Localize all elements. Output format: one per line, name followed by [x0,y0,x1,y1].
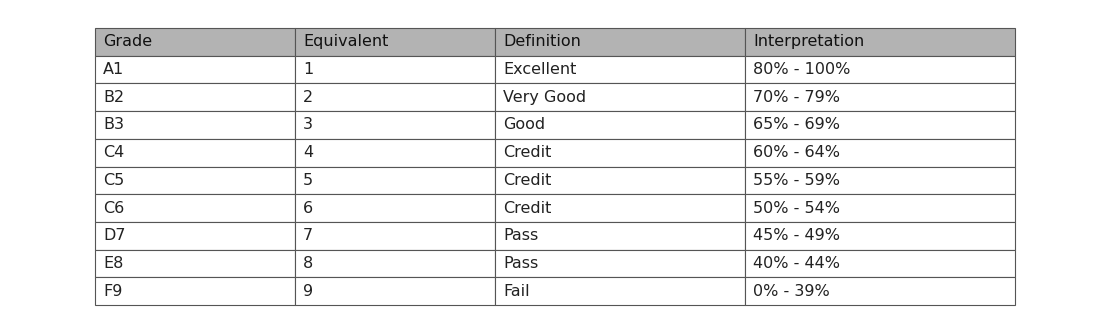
Bar [295,166,495,194]
Text: Grade: Grade [103,34,152,49]
Bar [745,194,1015,222]
Bar [495,139,745,166]
Text: A1: A1 [103,62,124,77]
Text: Credit: Credit [503,201,551,215]
Bar [95,222,295,250]
Text: Credit: Credit [503,173,551,188]
Text: 55% - 59%: 55% - 59% [753,173,840,188]
Text: 9: 9 [304,284,314,299]
Bar [495,166,745,194]
Bar [745,222,1015,250]
Bar [745,28,1015,56]
Bar [95,83,295,111]
Bar [95,277,295,305]
Text: 80% - 100%: 80% - 100% [753,62,850,77]
Text: 1: 1 [304,62,314,77]
Text: Pass: Pass [503,228,539,243]
Bar [495,277,745,305]
Text: Very Good: Very Good [503,90,586,105]
Text: 40% - 44%: 40% - 44% [753,256,840,271]
Bar [745,83,1015,111]
Text: D7: D7 [103,228,125,243]
Text: C4: C4 [103,145,124,160]
Bar [295,83,495,111]
Text: 70% - 79%: 70% - 79% [753,90,840,105]
Bar [745,111,1015,139]
Text: 7: 7 [304,228,314,243]
Bar [95,166,295,194]
Text: Credit: Credit [503,145,551,160]
Bar [295,28,495,56]
Text: F9: F9 [103,284,122,299]
Bar [745,139,1015,166]
Text: Fail: Fail [503,284,530,299]
Text: Equivalent: Equivalent [304,34,389,49]
Text: B2: B2 [103,90,124,105]
Bar [95,56,295,83]
Text: Pass: Pass [503,256,539,271]
Text: Interpretation: Interpretation [753,34,865,49]
Text: 0% - 39%: 0% - 39% [753,284,830,299]
Text: 2: 2 [304,90,314,105]
Text: 3: 3 [304,118,312,132]
Text: E8: E8 [103,256,123,271]
Text: B3: B3 [103,118,124,132]
Text: Excellent: Excellent [503,62,577,77]
Text: 50% - 54%: 50% - 54% [753,201,840,215]
Bar [745,250,1015,277]
Bar [295,139,495,166]
Bar [495,56,745,83]
Text: C6: C6 [103,201,124,215]
Bar [295,222,495,250]
Bar [95,111,295,139]
Bar [495,111,745,139]
Bar [495,250,745,277]
Text: C5: C5 [103,173,124,188]
Text: 65% - 69%: 65% - 69% [753,118,840,132]
Bar [495,83,745,111]
Bar [295,56,495,83]
Bar [95,28,295,56]
Bar [295,277,495,305]
Bar [95,250,295,277]
Text: Definition: Definition [503,34,581,49]
Text: 4: 4 [304,145,314,160]
Bar [745,56,1015,83]
Bar [295,250,495,277]
Bar [295,111,495,139]
Text: 5: 5 [304,173,314,188]
Text: 45% - 49%: 45% - 49% [753,228,840,243]
Text: Good: Good [503,118,545,132]
Bar [295,194,495,222]
Bar [495,28,745,56]
Bar [495,194,745,222]
Bar [95,139,295,166]
Bar [745,277,1015,305]
Text: 60% - 64%: 60% - 64% [753,145,840,160]
Text: 6: 6 [304,201,314,215]
Bar [95,194,295,222]
Bar [745,166,1015,194]
Bar [495,222,745,250]
Text: 8: 8 [304,256,314,271]
